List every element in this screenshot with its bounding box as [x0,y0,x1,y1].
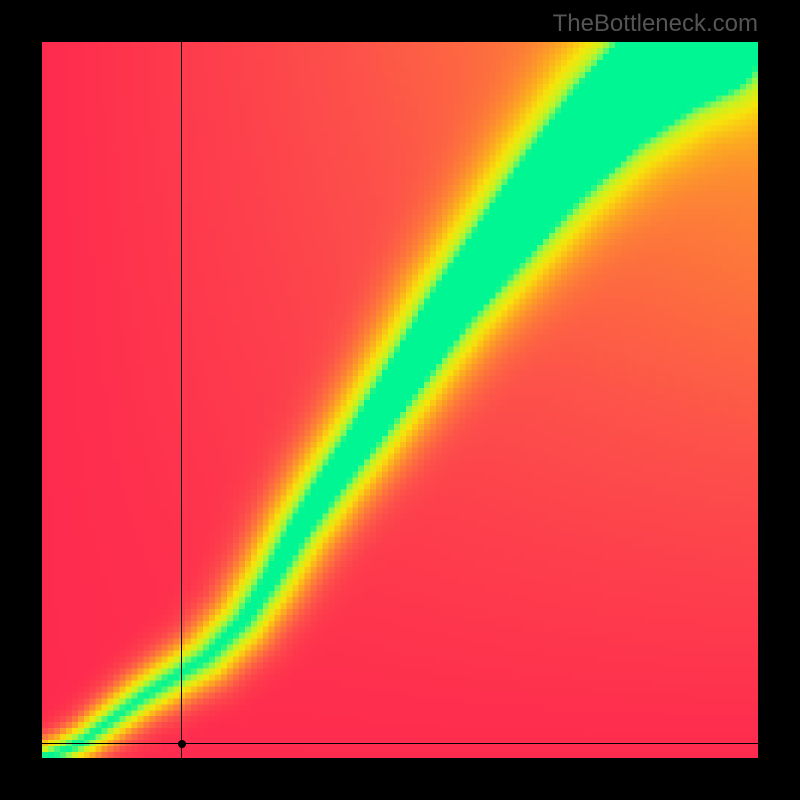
chart-container: TheBottleneck.com [0,0,800,800]
crosshair-horizontal [42,743,758,744]
crosshair-vertical [181,42,182,758]
bottleneck-heatmap [42,42,758,758]
crosshair-marker [178,740,186,748]
watermark-text: TheBottleneck.com [553,10,758,38]
